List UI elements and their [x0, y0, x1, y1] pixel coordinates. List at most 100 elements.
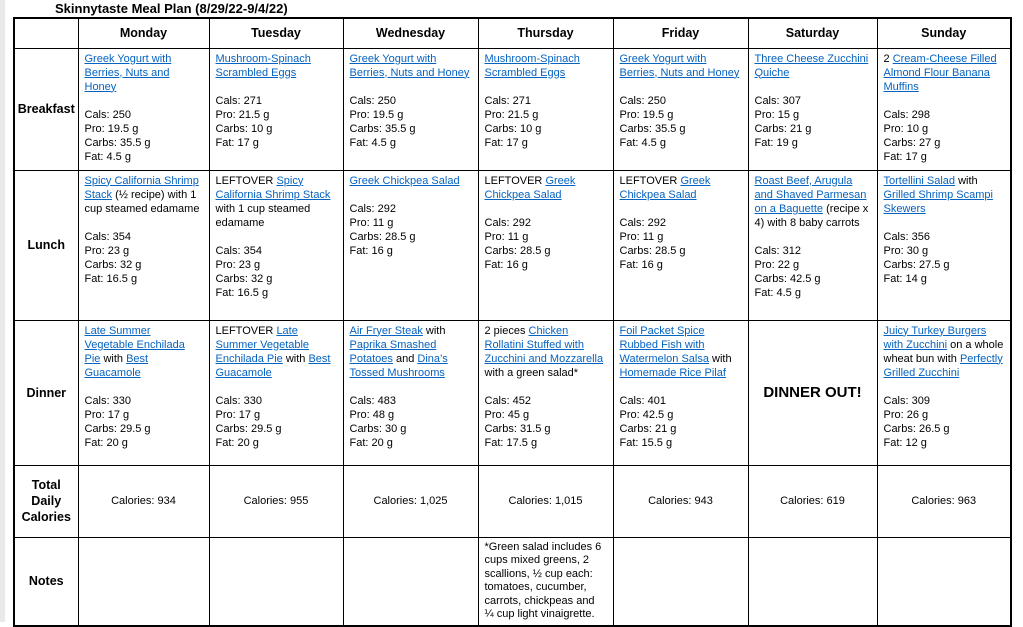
meal-text: and [392, 352, 418, 365]
recipe-link[interactable]: Juicy Turkey Burgers with Zucchini [883, 324, 987, 351]
recipe-link[interactable]: Perfectly Grilled Zucchini [883, 352, 1003, 379]
macro-line: Pro: 48 g [349, 408, 395, 421]
macro-line: Carbs: 35.5 g [349, 122, 416, 135]
macro-line: Pro: 15 g [754, 108, 800, 121]
recipe-link[interactable]: Three Cheese Zucchini Quiche [754, 52, 869, 79]
total-calories-cell-thursday: Calories: 1,015 [477, 464, 614, 538]
row-label-total: Total Daily Calories [13, 464, 79, 538]
recipe-link[interactable]: Roast Beef, Arugula and Shaved Parmesan … [754, 174, 867, 215]
macro-line: Fat: 4.5 g [84, 150, 131, 163]
dinner-cell-monday: Late Summer Vegetable Enchilada Pie with… [77, 319, 210, 466]
dinner-cell-thursday: 2 pieces Chicken Rollatini Stuffed with … [477, 319, 614, 466]
recipe-link[interactable]: Foil Packet Spice Rubbed Fish with Water… [619, 324, 709, 365]
meal-title: Three Cheese Zucchini Quiche [755, 52, 871, 80]
macro-line: Cals: 452 [484, 394, 531, 407]
row-label-notes: Notes [13, 536, 79, 626]
meal-title: 2 Cream-Cheese Filled Almond Flour Banan… [884, 52, 1005, 94]
breakfast-cell-sunday: 2 Cream-Cheese Filled Almond Flour Banan… [876, 47, 1012, 171]
recipe-link[interactable]: Greek Yogurt with Berries, Nuts and Hone… [619, 52, 740, 79]
table-body: Breakfast Greek Yogurt with Berries, Nuts… [13, 47, 1012, 626]
macro-line: Cals: 354 [215, 244, 262, 257]
meal-title: LEFTOVER Greek Chickpea Salad [485, 174, 607, 202]
macro-line: Fat: 4.5 g [754, 286, 801, 299]
daily-calories-value: Calories: 1,025 [373, 495, 448, 507]
row-label-lunch: Lunch [13, 169, 79, 321]
macro-line: Carbs: 27 g [883, 136, 941, 149]
macro-line: Cals: 292 [349, 202, 396, 215]
macro-line: Cals: 271 [215, 94, 262, 107]
recipe-link[interactable]: Greek Chickpea Salad [484, 174, 576, 201]
macro-line: Carbs: 42.5 g [754, 272, 821, 285]
notes-cell-monday [77, 536, 210, 626]
recipe-link[interactable]: Homemade Rice Pilaf [619, 366, 726, 379]
recipe-link[interactable]: Greek Chickpea Salad [619, 174, 711, 201]
macro-line: Fat: 17 g [215, 136, 259, 149]
meal-title: LEFTOVER Greek Chickpea Salad [620, 174, 742, 202]
macros-block: Cals: 271 Pro: 21.5 g Carbs: 10 g Fat: 17 g [216, 94, 337, 150]
recipe-link[interactable]: Greek Yogurt with Berries, Nuts and Hone… [349, 52, 470, 79]
macros-block: Cals: 356 Pro: 30 g Carbs: 27.5 g Fat: 14 g [884, 230, 1005, 286]
macro-line: Cals: 401 [619, 394, 666, 407]
breakfast-cell-thursday: Mushroom-Spinach Scrambled Eggs Cals: 271… [477, 47, 614, 171]
breakfast-cell-wednesday: Greek Yogurt with Berries, Nuts and Hone… [342, 47, 479, 171]
dinner-cell-sunday: Juicy Turkey Burgers with Zucchini on a … [876, 319, 1012, 466]
meal-text: with [100, 352, 127, 365]
recipe-link[interactable]: Greek Yogurt with Berries, Nuts and Hone… [84, 52, 172, 93]
macro-line: Carbs: 21 g [754, 122, 812, 135]
meal-text: with [422, 324, 446, 337]
macros-block: Cals: 354 Pro: 23 g Carbs: 32 g Fat: 16.5 g [85, 230, 203, 286]
recipe-link[interactable]: Paprika Smashed Potatoes [349, 338, 437, 365]
macro-line: Fat: 15.5 g [619, 436, 673, 449]
daily-calories-value: Calories: 943 [648, 495, 713, 507]
notes-cell-sunday [876, 536, 1012, 626]
lunch-cell-monday: Spicy California Shrimp Stack (½ recipe)… [77, 169, 210, 321]
recipe-link[interactable]: Mushroom-Spinach Scrambled Eggs [484, 52, 580, 79]
macro-line: Cals: 250 [349, 94, 396, 107]
recipe-link[interactable]: Greek Chickpea Salad [349, 174, 460, 187]
recipe-link[interactable]: Best Guacamole [215, 352, 331, 379]
macro-line: Fat: 16 g [349, 244, 393, 257]
daily-calories-value: Calories: 619 [780, 495, 845, 507]
macro-line: Carbs: 21 g [619, 422, 677, 435]
macro-line: Fat: 4.5 g [619, 136, 666, 149]
recipe-link[interactable]: Cream-Cheese Filled Almond Flour Banana … [883, 52, 997, 93]
recipe-link[interactable]: Air Fryer Steak [349, 324, 423, 337]
recipe-link[interactable]: Tortellini Salad [883, 174, 956, 187]
macro-line: Cals: 483 [349, 394, 396, 407]
lunch-cell-sunday: Tortellini Salad with Grilled Shrimp Sca… [876, 169, 1012, 321]
total-calories-cell-sunday: Calories: 963 [876, 464, 1012, 538]
recipe-link[interactable]: Mushroom-Spinach Scrambled Eggs [215, 52, 311, 79]
lunch-cell-friday: LEFTOVER Greek Chickpea Salad Cals: 292 Pr… [612, 169, 749, 321]
total-calories-cell-monday: Calories: 934 [77, 464, 210, 538]
recipe-link[interactable]: Late Summer Vegetable Enchilada Pie [215, 324, 310, 365]
lunch-cell-tuesday: LEFTOVER Spicy California Shrimp Stack w… [208, 169, 344, 321]
col-header-friday: Friday [612, 17, 749, 49]
recipe-link[interactable]: Late Summer Vegetable Enchilada Pie [84, 324, 185, 365]
recipe-link[interactable]: Dina’s Tossed Mushrooms [349, 352, 448, 379]
macro-line: Carbs: 10 g [215, 122, 273, 135]
macro-line: Cals: 292 [484, 216, 531, 229]
macro-line: Fat: 20 g [215, 436, 259, 449]
macro-line: Fat: 14 g [883, 272, 927, 285]
macro-line: Pro: 30 g [883, 244, 929, 257]
daily-calories-value: Calories: 963 [911, 495, 977, 507]
macros-block: Cals: 298 Pro: 10 g Carbs: 27 g Fat: 17 g [884, 108, 1005, 164]
macros-block: Cals: 307 Pro: 15 g Carbs: 21 g Fat: 19 g [755, 94, 871, 150]
daily-calories-value: Calories: 1,015 [508, 495, 583, 507]
macro-line: Cals: 250 [619, 94, 666, 107]
macro-line: Carbs: 27.5 g [883, 258, 950, 271]
meal-title: Greek Chickpea Salad [350, 174, 472, 188]
macro-line: Fat: 16.5 g [215, 286, 269, 299]
recipe-link[interactable]: Grilled Shrimp Scampi Skewers [883, 188, 993, 215]
recipe-link[interactable]: Chicken Rollatini Stuffed with Zucchini … [484, 324, 604, 365]
macro-line: Fat: 20 g [349, 436, 393, 449]
meal-title: Greek Yogurt with Berries, Nuts and Hone… [85, 52, 203, 94]
recipe-link[interactable]: Best Guacamole [84, 352, 149, 379]
col-header-monday: Monday [77, 17, 210, 49]
dinner-out-label: DINNER OUT! [763, 383, 862, 401]
recipe-link[interactable]: Spicy California Shrimp Stack [215, 174, 331, 201]
total-calories-cell-tuesday: Calories: 955 [208, 464, 344, 538]
meal-text: LEFTOVER [484, 174, 546, 187]
macro-line: Cals: 298 [883, 108, 930, 121]
recipe-link[interactable]: Spicy California Shrimp Stack [84, 174, 199, 201]
